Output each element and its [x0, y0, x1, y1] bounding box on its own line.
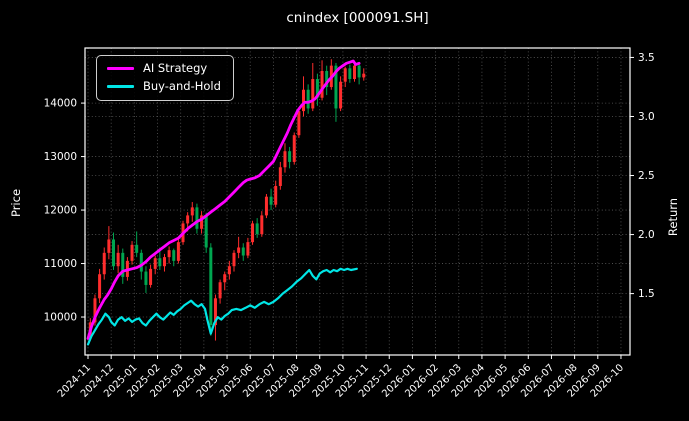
candle-body	[315, 79, 319, 98]
candle-body	[195, 207, 199, 229]
candle-body	[241, 247, 245, 256]
candle-body	[306, 89, 310, 109]
legend-label-buy-and-hold: Buy-and-Hold	[143, 79, 221, 93]
candle-body	[339, 81, 343, 109]
candle-body	[255, 223, 259, 235]
return-tick-labels: 1.5 2.0 2.5 3.0 3.5	[630, 52, 655, 300]
series-line-buy-and-hold	[86, 267, 358, 346]
candle-body	[348, 68, 352, 80]
candle-body	[93, 298, 97, 323]
series-line-ai-strategy	[86, 59, 361, 340]
candle-body	[302, 89, 306, 112]
candle-body	[190, 207, 194, 216]
x-tick-labels: 2024-112024-122025-012025-022025-032025-…	[56, 355, 626, 400]
price-tick-label: 10000	[44, 312, 77, 324]
candle-body	[334, 65, 338, 109]
candle-body	[362, 73, 366, 78]
candle-body	[232, 252, 236, 267]
candle-body	[200, 215, 204, 229]
candle-body	[352, 65, 356, 80]
y-axis-label-return: Return	[666, 197, 680, 237]
candle-body	[158, 258, 162, 267]
candle-body	[121, 252, 125, 277]
candle-body	[167, 250, 171, 258]
candle-body	[251, 223, 255, 243]
y-axis-label-price: Price	[9, 188, 23, 218]
candle-body	[116, 252, 120, 267]
candle-body	[135, 244, 139, 253]
candle-body	[144, 271, 148, 285]
candle-body	[269, 196, 273, 205]
candle-body	[237, 247, 241, 253]
return-tick-label: 3.5	[638, 52, 655, 64]
candle-body	[246, 242, 250, 256]
candle-body	[139, 252, 143, 272]
candle-body	[204, 215, 208, 248]
candle-body	[320, 70, 324, 98]
candle-body	[153, 258, 157, 269]
candle-body	[149, 268, 153, 285]
candle-body	[162, 257, 166, 267]
price-tick-label: 11000	[44, 258, 77, 270]
candle-body	[325, 70, 329, 88]
candle-body	[274, 185, 278, 205]
candle-body	[176, 242, 180, 261]
legend-item-buy-and-hold: Buy-and-Hold	[107, 80, 221, 93]
price-tick-label: 12000	[44, 205, 77, 217]
candle-body	[172, 250, 176, 261]
legend: AI Strategy Buy-and-Hold	[96, 55, 234, 101]
ai-strategy-line-swatch	[107, 67, 134, 70]
candle-body	[209, 247, 213, 326]
candle-body	[283, 151, 287, 168]
chart-title: cnindex [000091.SH]	[286, 10, 429, 26]
candle-body	[98, 274, 102, 299]
candlesticks	[88, 59, 366, 341]
candle-body	[297, 111, 301, 136]
return-tick-label: 2.0	[638, 229, 655, 241]
price-tick-label: 14000	[44, 98, 77, 110]
candle-body	[311, 79, 315, 109]
plot-border	[84, 47, 631, 356]
candle-body	[107, 239, 111, 253]
candle-body	[264, 196, 268, 216]
return-tick-label: 3.0	[638, 111, 655, 123]
legend-label-ai-strategy: AI Strategy	[143, 61, 208, 75]
return-tick-label: 1.5	[638, 288, 655, 300]
candle-body	[343, 68, 347, 82]
return-tick-label: 2.5	[638, 170, 655, 182]
candle-body	[260, 215, 264, 235]
price-tick-labels: 10000 11000 12000 13000 14000	[44, 98, 85, 324]
candle-body	[213, 298, 217, 326]
candle-body	[223, 274, 227, 283]
candle-body	[112, 239, 116, 267]
buy-and-hold-line-swatch	[107, 85, 134, 88]
candle-body	[278, 167, 282, 186]
legend-item-ai-strategy: AI Strategy	[107, 62, 221, 75]
candle-body	[130, 244, 134, 261]
price-tick-label: 13000	[44, 151, 77, 163]
candle-body	[288, 151, 292, 162]
candle-body	[102, 252, 106, 275]
candle-body	[292, 135, 296, 162]
candle-body	[186, 215, 190, 224]
candle-body	[218, 282, 222, 299]
candle-body	[357, 65, 361, 78]
candle-body	[227, 266, 231, 275]
